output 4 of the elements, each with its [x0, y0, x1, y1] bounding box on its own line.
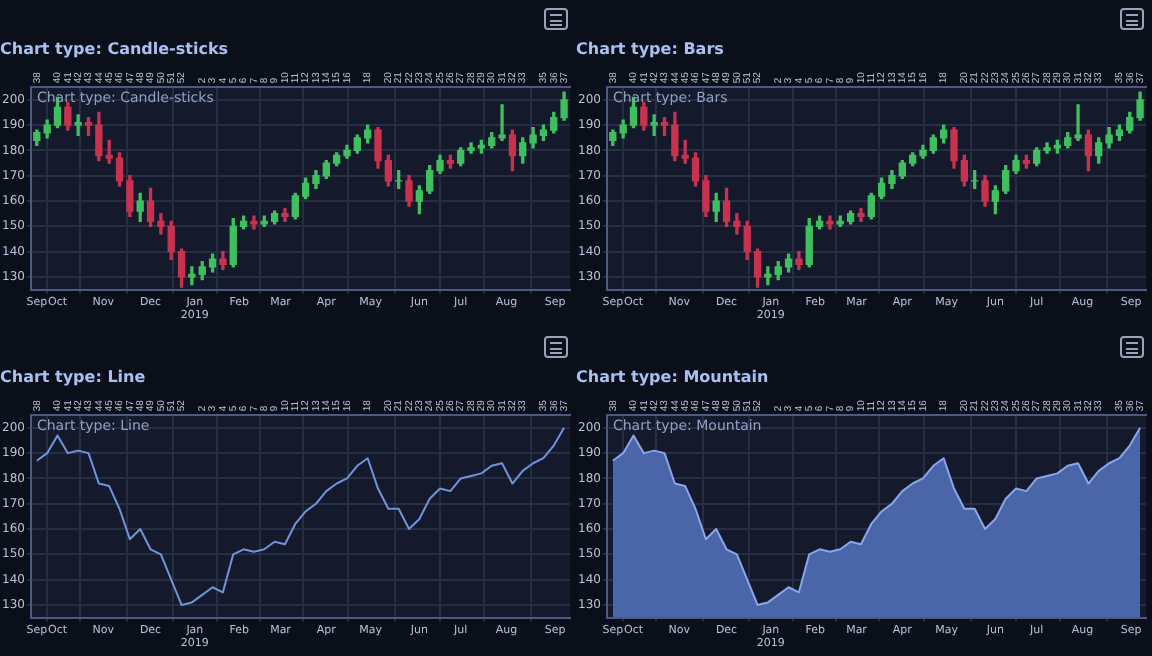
chart-title: Chart type: Bars — [576, 39, 725, 58]
chart-title: Chart type: Candle-sticks — [0, 39, 229, 58]
chart-title: Chart type: Mountain — [576, 367, 770, 386]
chart-title: Chart type: Line — [0, 367, 147, 386]
